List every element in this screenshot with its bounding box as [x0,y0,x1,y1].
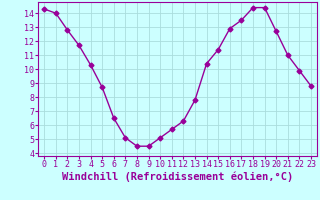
X-axis label: Windchill (Refroidissement éolien,°C): Windchill (Refroidissement éolien,°C) [62,172,293,182]
